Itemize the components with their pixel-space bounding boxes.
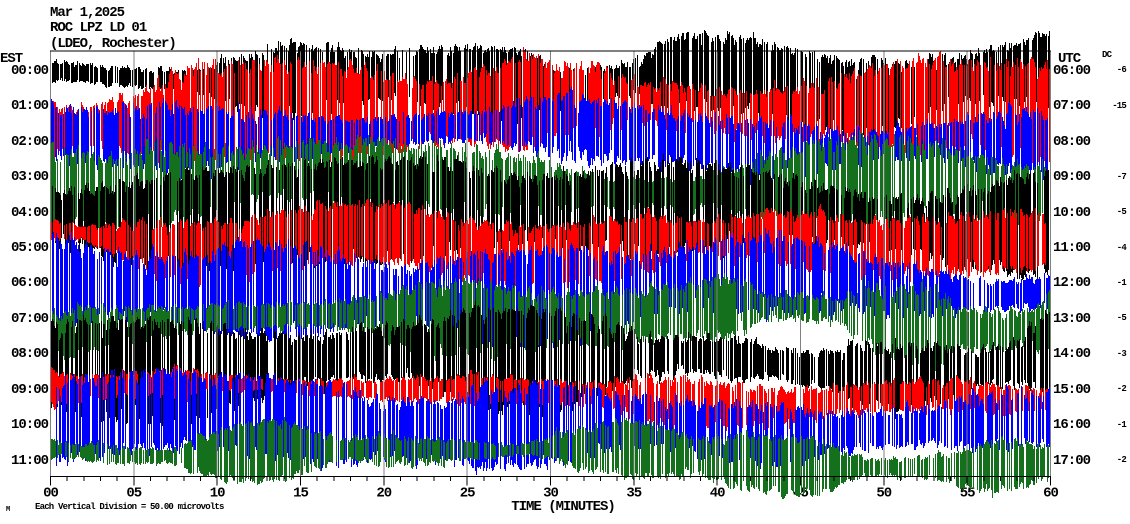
svg-text:05: 05	[126, 486, 141, 502]
svg-text:TIME (MINUTES): TIME (MINUTES)	[511, 499, 615, 515]
svg-text:DC: DC	[1102, 50, 1113, 60]
svg-text:10: 10	[210, 486, 225, 502]
svg-text:50: 50	[876, 486, 891, 502]
svg-text:-3: -3	[1117, 349, 1127, 359]
svg-text:-5: -5	[1117, 207, 1127, 217]
svg-text:15: 15	[293, 486, 308, 502]
svg-text:08:00: 08:00	[11, 346, 49, 362]
svg-text:09:00: 09:00	[11, 382, 49, 398]
svg-text:20: 20	[376, 486, 391, 502]
svg-text:12:00: 12:00	[1053, 275, 1091, 291]
svg-text:03:00: 03:00	[11, 169, 49, 185]
svg-text:30: 30	[543, 486, 558, 502]
svg-text:60: 60	[1043, 486, 1058, 502]
svg-text:(LDEO, Rochester): (LDEO, Rochester)	[50, 36, 176, 52]
svg-text:07:00: 07:00	[11, 311, 49, 327]
svg-text:-5: -5	[1117, 313, 1127, 323]
svg-text:09:00: 09:00	[1053, 169, 1091, 185]
svg-text:-7: -7	[1117, 172, 1127, 182]
svg-text:15:00: 15:00	[1053, 382, 1091, 398]
svg-text:UTC: UTC	[1058, 51, 1082, 67]
svg-text:08:00: 08:00	[1053, 134, 1091, 150]
svg-text:17:00: 17:00	[1053, 453, 1091, 469]
svg-text:EST: EST	[0, 51, 23, 67]
svg-text:-15: -15	[1112, 101, 1126, 111]
svg-text:13:00: 13:00	[1053, 311, 1091, 327]
svg-text:00:00: 00:00	[11, 63, 49, 79]
svg-text:16:00: 16:00	[1053, 417, 1091, 433]
svg-text:Each Vertical Division = 50.: Each Vertical Division = 50.00 microvolt…	[35, 502, 224, 512]
svg-text:-2: -2	[1117, 384, 1127, 394]
svg-text:06:00: 06:00	[1053, 63, 1091, 79]
svg-text:M: M	[6, 506, 10, 514]
svg-text:10:00: 10:00	[11, 417, 49, 433]
svg-text:-2: -2	[1117, 455, 1127, 465]
svg-text:40: 40	[710, 486, 725, 502]
svg-text:14:00: 14:00	[1053, 346, 1091, 362]
svg-text:35: 35	[626, 486, 641, 502]
svg-text:-1: -1	[1117, 278, 1128, 288]
svg-text:01:00: 01:00	[11, 98, 49, 114]
svg-text:25: 25	[460, 486, 475, 502]
svg-text:04:00: 04:00	[11, 205, 49, 221]
svg-text:ROC LPZ LD 01: ROC LPZ LD 01	[50, 20, 147, 36]
svg-text:10:00: 10:00	[1053, 205, 1091, 221]
svg-text:-1: -1	[1117, 420, 1128, 430]
svg-text:-6: -6	[1117, 65, 1127, 75]
svg-text:05:00: 05:00	[11, 240, 49, 256]
svg-text:06:00: 06:00	[11, 275, 49, 291]
svg-text:07:00: 07:00	[1053, 98, 1091, 114]
svg-text:Mar 1,2025: Mar 1,2025	[50, 5, 125, 21]
svg-text:11:00: 11:00	[1053, 240, 1091, 256]
svg-text:02:00: 02:00	[11, 134, 49, 150]
svg-text:-4: -4	[1117, 243, 1128, 253]
svg-text:11:00: 11:00	[11, 453, 49, 469]
svg-text:00: 00	[43, 486, 58, 502]
